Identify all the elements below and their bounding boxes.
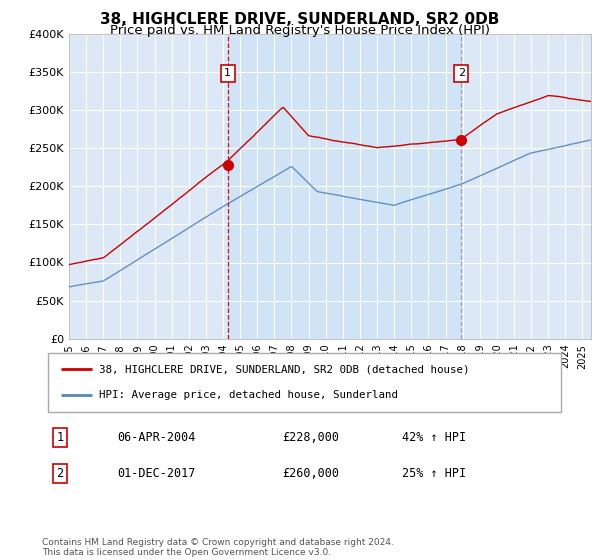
Text: Price paid vs. HM Land Registry's House Price Index (HPI): Price paid vs. HM Land Registry's House … [110,24,490,37]
Text: 38, HIGHCLERE DRIVE, SUNDERLAND, SR2 0DB (detached house): 38, HIGHCLERE DRIVE, SUNDERLAND, SR2 0DB… [100,364,470,374]
Text: 2: 2 [458,68,465,78]
Text: 38, HIGHCLERE DRIVE, SUNDERLAND, SR2 0DB: 38, HIGHCLERE DRIVE, SUNDERLAND, SR2 0DB [100,12,500,27]
Text: 1: 1 [56,431,64,445]
Bar [228,34,461,339]
Text: 01-DEC-2017: 01-DEC-2017 [117,466,196,480]
Text: 42% ↑ HPI: 42% ↑ HPI [402,431,466,445]
Text: 06-APR-2004: 06-APR-2004 [117,431,196,445]
Text: £260,000: £260,000 [282,466,339,480]
Text: £228,000: £228,000 [282,431,339,445]
Text: Contains HM Land Registry data © Crown copyright and database right 2024.
This d: Contains HM Land Registry data © Crown c… [42,538,394,557]
Text: 1: 1 [224,68,232,78]
Text: HPI: Average price, detached house, Sunderland: HPI: Average price, detached house, Sund… [100,390,398,400]
FancyBboxPatch shape [48,353,561,412]
Text: 25% ↑ HPI: 25% ↑ HPI [402,466,466,480]
Text: 2: 2 [56,466,64,480]
